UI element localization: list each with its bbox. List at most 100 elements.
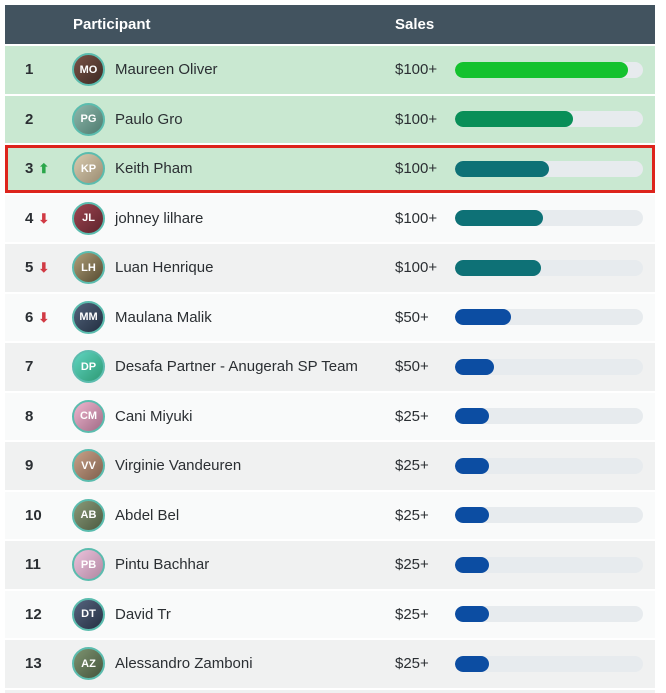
participant-name: Abdel Bel bbox=[115, 506, 180, 524]
participant-name: Cani Miyuki bbox=[115, 407, 193, 425]
avatar: MO bbox=[72, 53, 105, 87]
progress-cell bbox=[455, 61, 655, 78]
avatar: MM bbox=[72, 300, 105, 334]
progress-track bbox=[455, 111, 643, 128]
rank-cell: 7 bbox=[5, 358, 72, 375]
leaderboard-row[interactable]: 5 ⬇ LH Luan Henrique $100+ bbox=[5, 244, 655, 292]
participant-cell: DP Desafa Partner - Anugerah SP Team bbox=[72, 350, 395, 384]
progress-cell bbox=[455, 358, 655, 375]
participant-name: Keith Pham bbox=[115, 160, 193, 178]
progress-cell bbox=[455, 309, 655, 326]
leaderboard-row[interactable]: 9 VV Virginie Vandeuren $25+ bbox=[5, 442, 655, 490]
avatar: JL bbox=[72, 201, 105, 235]
leaderboard-row[interactable]: 1 MO Maureen Oliver $100+ bbox=[5, 46, 655, 94]
participant-cell: KP Keith Pham bbox=[72, 152, 395, 186]
leaderboard-row[interactable]: 10 AB Abdel Bel $25+ bbox=[5, 491, 655, 539]
rank-value: 3 bbox=[25, 160, 34, 178]
progress-cell bbox=[455, 655, 655, 672]
rank-value: 5 bbox=[25, 259, 34, 277]
rank-value: 11 bbox=[25, 556, 41, 574]
participant-cell: MM Maulana Malik bbox=[72, 300, 395, 334]
trend-down-icon: ⬇ bbox=[38, 309, 50, 325]
progress-cell bbox=[455, 259, 655, 276]
rank-value: 13 bbox=[25, 655, 42, 673]
progress-fill bbox=[455, 655, 489, 672]
progress-fill bbox=[455, 507, 489, 524]
participant-cell: PB Pintu Bachhar bbox=[72, 548, 395, 582]
progress-track bbox=[455, 210, 643, 227]
leaderboard-row[interactable]: 4 ⬇ JL johney lilhare $100+ bbox=[5, 194, 655, 242]
progress-track bbox=[455, 259, 643, 276]
sales-value: $100+ bbox=[395, 160, 438, 178]
rank-cell: 8 bbox=[5, 408, 72, 425]
sales-value: $100+ bbox=[395, 209, 438, 227]
progress-cell bbox=[455, 160, 655, 177]
leaderboard-row[interactable]: 7 DP Desafa Partner - Anugerah SP Team $… bbox=[5, 343, 655, 391]
leaderboard-row[interactable]: 6 ⬇ MM Maulana Malik $50+ bbox=[5, 293, 655, 341]
rank-cell: 3 ⬆ bbox=[5, 160, 72, 177]
leaderboard-header-row: Participant Sales bbox=[5, 5, 655, 44]
leaderboard-row[interactable]: 3 ⬆ KP Keith Pham $100+ bbox=[5, 145, 655, 193]
participant-cell: AB Abdel Bel bbox=[72, 498, 395, 532]
rank-cell: 10 bbox=[5, 507, 72, 524]
sales-value: $100+ bbox=[395, 110, 438, 128]
progress-track bbox=[455, 655, 643, 672]
participant-name: Alessandro Zamboni bbox=[115, 655, 253, 673]
participant-name: Luan Henrique bbox=[115, 259, 214, 277]
sales-value: $25+ bbox=[395, 556, 429, 574]
leaderboard-row[interactable]: 11 PB Pintu Bachhar $25+ bbox=[5, 541, 655, 589]
participant-cell: VV Virginie Vandeuren bbox=[72, 449, 395, 483]
rank-cell: 6 ⬇ bbox=[5, 309, 72, 326]
rank-value: 12 bbox=[25, 605, 42, 623]
rank-cell: 2 bbox=[5, 111, 72, 128]
rank-cell: 11 bbox=[5, 556, 72, 573]
participant-cell: MO Maureen Oliver bbox=[72, 53, 395, 87]
sales-value: $100+ bbox=[395, 61, 438, 79]
leaderboard-row[interactable]: 12 DT David Tr $25+ bbox=[5, 590, 655, 638]
progress-cell bbox=[455, 457, 655, 474]
progress-cell bbox=[455, 210, 655, 227]
participant-name: Maulana Malik bbox=[115, 308, 212, 326]
progress-cell bbox=[455, 606, 655, 623]
sales-value: $25+ bbox=[395, 457, 429, 475]
progress-cell bbox=[455, 111, 655, 128]
rank-cell: 9 bbox=[5, 457, 72, 474]
participant-name: Virginie Vandeuren bbox=[115, 457, 242, 475]
rank-value: 10 bbox=[25, 506, 42, 524]
progress-fill bbox=[455, 111, 574, 128]
rank-cell: 1 bbox=[5, 61, 72, 78]
progress-track bbox=[455, 507, 643, 524]
rank-value: 6 bbox=[25, 308, 34, 326]
leaderboard-row[interactable]: 2 PG Paulo Gro $100+ bbox=[5, 95, 655, 143]
progress-fill bbox=[455, 160, 549, 177]
progress-fill bbox=[455, 309, 512, 326]
participant-cell: AZ Alessandro Zamboni bbox=[72, 647, 395, 681]
progress-fill bbox=[455, 408, 489, 425]
rank-cell: 13 bbox=[5, 655, 72, 672]
progress-track bbox=[455, 358, 643, 375]
participant-name: johney lilhare bbox=[115, 209, 204, 227]
rank-cell: 5 ⬇ bbox=[5, 259, 72, 276]
trend-down-icon: ⬇ bbox=[38, 210, 50, 226]
rank-value: 7 bbox=[25, 358, 34, 376]
rank-cell: 4 ⬇ bbox=[5, 210, 72, 227]
participant-column-header: Participant bbox=[73, 16, 151, 33]
sales-value: $25+ bbox=[395, 407, 429, 425]
participant-name: Desafa Partner - Anugerah SP Team bbox=[115, 358, 358, 376]
participant-name: Pintu Bachhar bbox=[115, 556, 210, 574]
rank-value: 4 bbox=[25, 209, 34, 227]
leaderboard-row[interactable]: 8 CM Cani Miyuki $25+ bbox=[5, 392, 655, 440]
progress-cell bbox=[455, 556, 655, 573]
sales-value: $50+ bbox=[395, 358, 429, 376]
sales-column-header: Sales bbox=[395, 16, 435, 33]
partial-next-row bbox=[5, 690, 655, 693]
progress-track bbox=[455, 309, 643, 326]
participant-cell: DT David Tr bbox=[72, 597, 395, 631]
avatar: VV bbox=[72, 449, 105, 483]
leaderboard-row[interactable]: 13 AZ Alessandro Zamboni $25+ bbox=[5, 640, 655, 688]
progress-cell bbox=[455, 507, 655, 524]
participant-name: Paulo Gro bbox=[115, 110, 183, 128]
trend-up-icon: ⬆ bbox=[38, 161, 50, 177]
rank-value: 8 bbox=[25, 407, 34, 425]
progress-fill bbox=[455, 358, 495, 375]
